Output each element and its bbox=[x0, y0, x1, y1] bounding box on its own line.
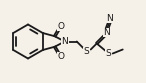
Text: N: N bbox=[61, 37, 68, 46]
Text: S: S bbox=[84, 47, 90, 56]
Text: S: S bbox=[106, 49, 112, 58]
Text: O: O bbox=[57, 52, 64, 61]
Text: N: N bbox=[103, 28, 110, 37]
Text: O: O bbox=[57, 22, 64, 31]
Text: N: N bbox=[106, 14, 113, 23]
